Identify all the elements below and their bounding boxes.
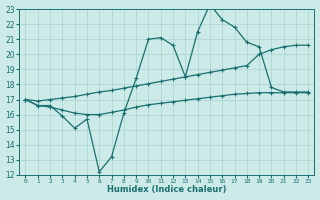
X-axis label: Humidex (Indice chaleur): Humidex (Indice chaleur) — [107, 185, 227, 194]
